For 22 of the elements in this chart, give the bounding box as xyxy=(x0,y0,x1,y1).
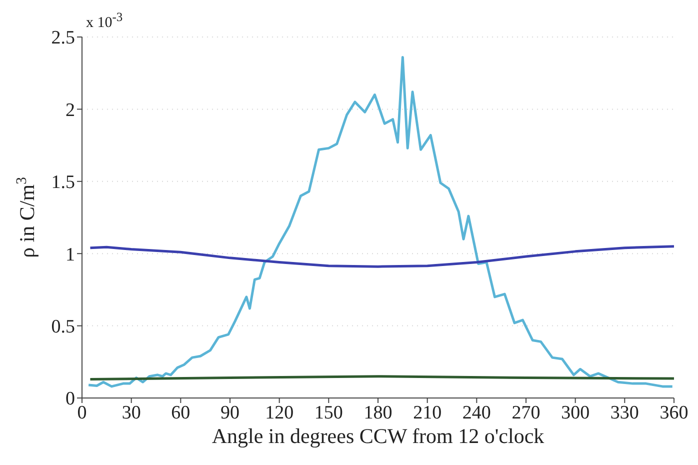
y-tick-label: 0.5 xyxy=(51,316,75,338)
line-series xyxy=(87,56,674,388)
y-tick-label: 1 xyxy=(66,244,75,266)
x-tick-label: 150 xyxy=(314,402,343,424)
x-tick-label: 180 xyxy=(364,402,392,424)
x-tick-label: 60 xyxy=(171,402,190,424)
x-tick-label: 270 xyxy=(512,402,540,424)
x-axis-title: Angle in degrees CCW from 12 o'clock xyxy=(212,424,545,448)
x-tick-label: 330 xyxy=(610,402,639,424)
x-tick-label: 360 xyxy=(660,402,688,424)
x-tick-label: 240 xyxy=(462,402,491,424)
y-tick-label: 1.5 xyxy=(51,172,75,194)
x-tick-label: 30 xyxy=(122,402,141,424)
x-tick-label: 90 xyxy=(220,402,240,424)
line-series xyxy=(88,245,674,268)
y-tick-label: 2 xyxy=(66,100,75,121)
x-tick-label: 120 xyxy=(265,402,294,424)
text: x 10$^{-3}$ xyxy=(86,10,123,32)
x-tick-label: 300 xyxy=(561,402,590,424)
y-tick-label: 2.5 xyxy=(51,28,75,49)
y-tick-label: 0 xyxy=(66,388,75,410)
x-tick-label: 210 xyxy=(413,402,442,424)
